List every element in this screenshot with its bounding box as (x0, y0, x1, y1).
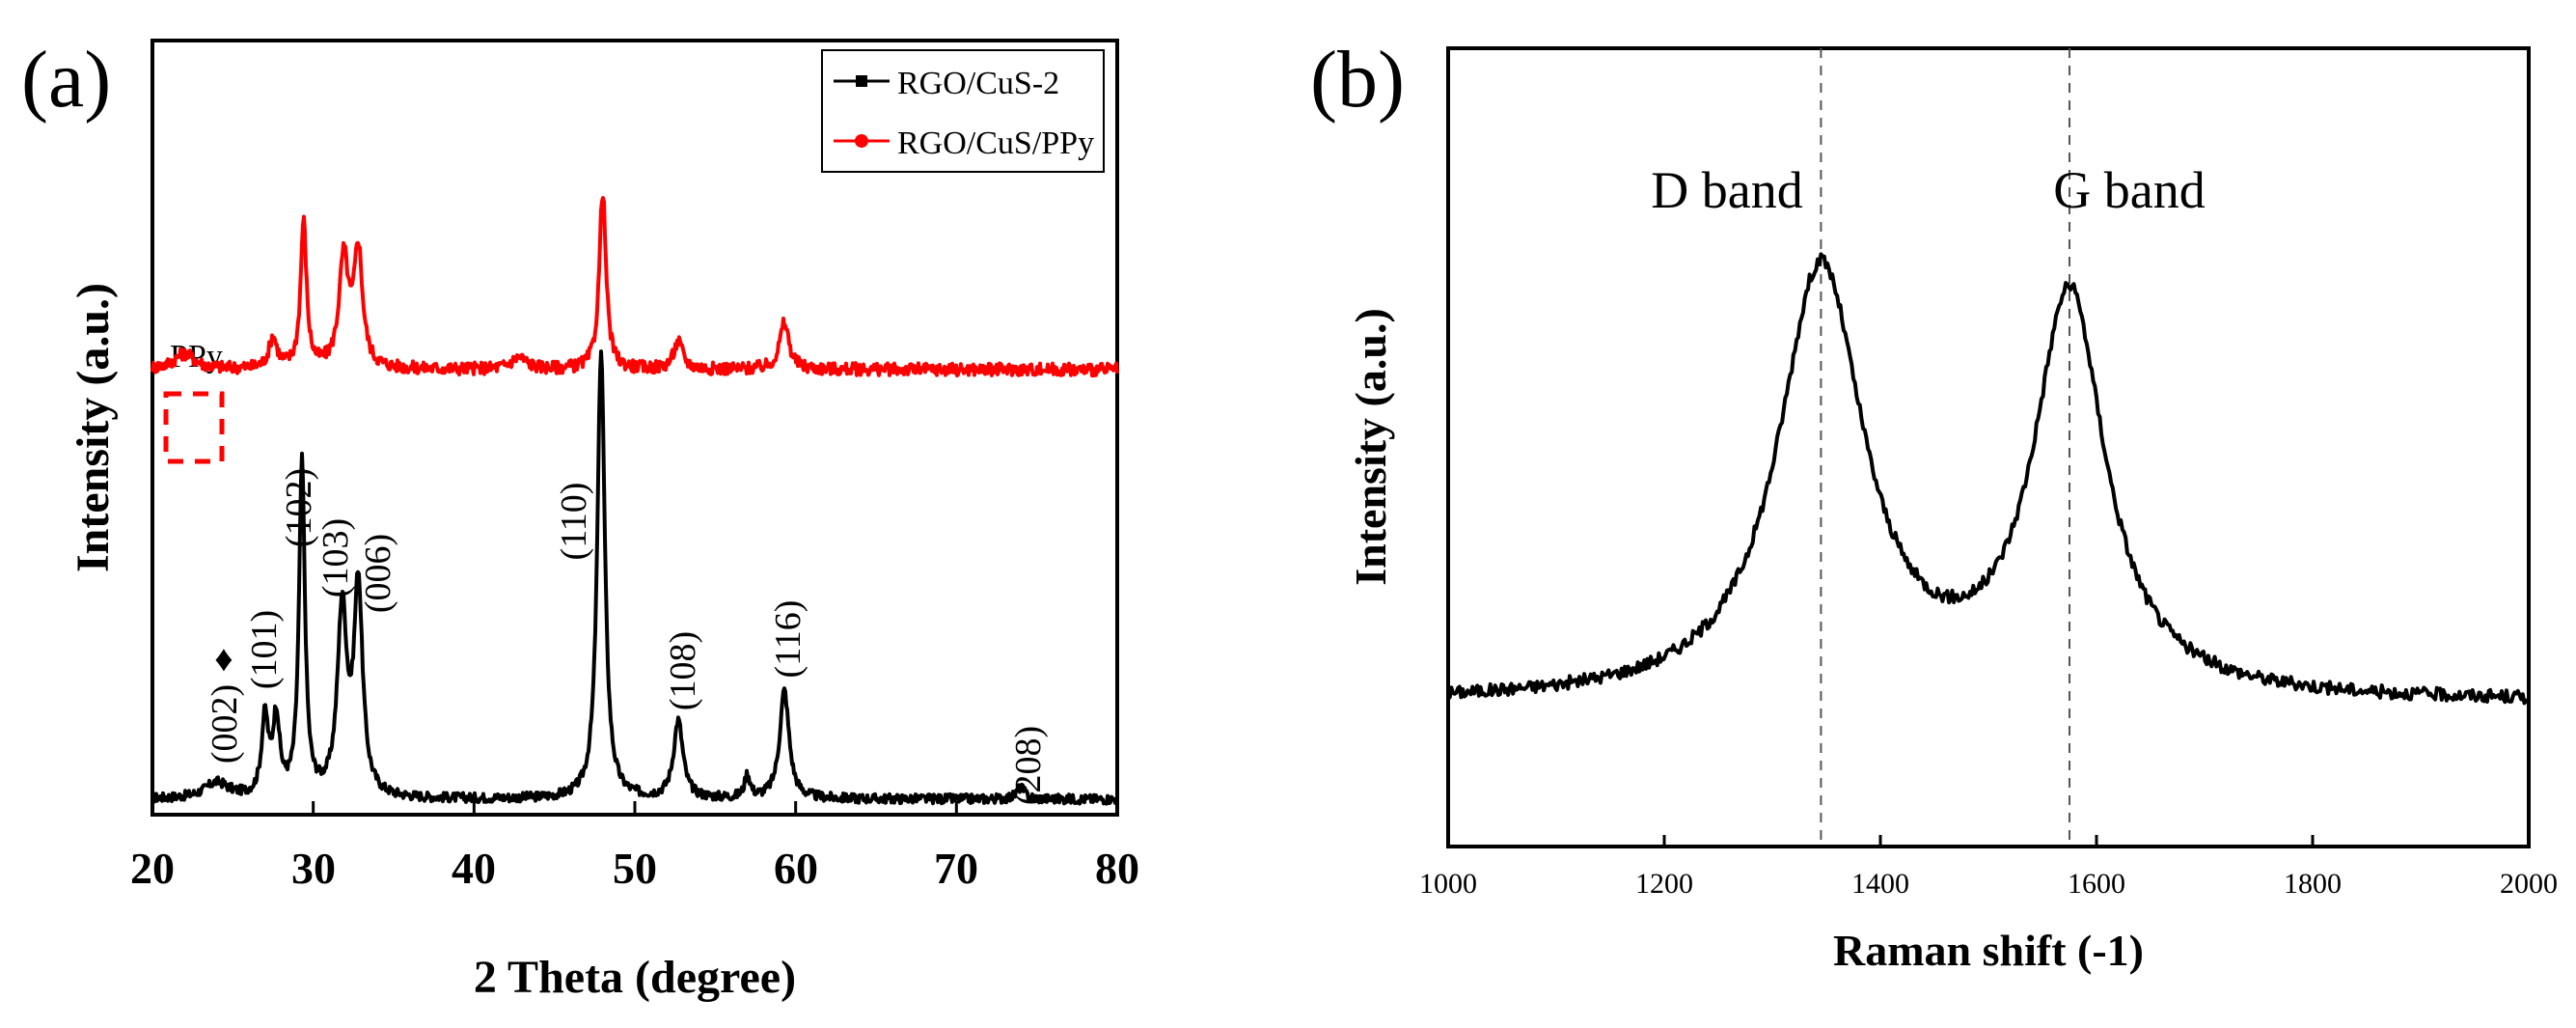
panel-a-x-axis-label: 2 Theta (degree) (474, 952, 796, 1003)
panel-a-y-axis-label: Intensity (a.u.) (68, 283, 119, 572)
series-raman (1446, 252, 2530, 706)
panel-b-tick-label-1800: 1800 (2284, 868, 2342, 900)
peak-label-103: (103) (315, 518, 356, 597)
series-rgo-cus-ppy (151, 196, 1119, 378)
panel-b-tick-label-1000: 1000 (1419, 868, 1477, 900)
g-band-label: G band (2053, 161, 2205, 219)
panel-b: (b) 1000 1200 1400 1600 1800 2000 Raman … (1310, 35, 2558, 975)
panel-a-tick-label-80: 80 (1095, 844, 1139, 893)
panel-a-tick-label-20: 20 (130, 844, 175, 893)
peak-label-116: (116) (768, 600, 808, 679)
series-rgo-cus-2 (151, 349, 1119, 806)
legend-label-rgo-cus-2: RGO/CuS-2 (897, 66, 1059, 101)
d-band-label: D band (1651, 161, 1802, 219)
peak-label-102: (102) (279, 468, 319, 547)
peak-label-101: (101) (244, 610, 285, 689)
panel-a-x-ticks (151, 801, 1119, 815)
panel-b-label: (b) (1310, 35, 1405, 125)
panel-b-y-axis-label: Intensity (a.u.) (1346, 308, 1395, 586)
legend-marker-rgo-cus-ppy (855, 134, 868, 148)
panel-b-tick-label-1600: 1600 (2068, 868, 2125, 900)
diamond-marker: ♦ (214, 639, 233, 680)
panel-b-tick-label-1400: 1400 (1851, 868, 1909, 900)
panel-a-tick-label-60: 60 (774, 844, 818, 893)
peak-label-002: (002) (205, 684, 245, 764)
peak-label-006: (006) (358, 534, 398, 613)
panel-a-tick-label-40: 40 (452, 844, 496, 893)
ppy-dashed-box (163, 391, 225, 464)
peak-label-110: (110) (554, 483, 594, 561)
peak-label-108: (108) (663, 631, 703, 710)
panel-a-tick-label-50: 50 (613, 844, 657, 893)
panel-b-x-axis-label: Raman shift (-1) (1833, 926, 2144, 975)
legend-label-rgo-cus-ppy: RGO/CuS/PPy (897, 125, 1094, 161)
panel-a-tick-label-70: 70 (934, 844, 978, 893)
panel-a-label: (a) (21, 35, 111, 125)
panel-b-tick-label-1200: 1200 (1635, 868, 1693, 900)
panel-a-legend: RGO/CuS-2 RGO/CuS/PPy (821, 49, 1105, 173)
panel-b-tick-label-2000: 2000 (2500, 868, 2558, 900)
panel-a-tick-label-30: 30 (291, 844, 336, 893)
legend-box (821, 49, 1105, 173)
panel-b-x-ticks (1446, 835, 2531, 847)
legend-marker-rgo-cus-2 (856, 75, 867, 87)
peak-label-208: (208) (1008, 726, 1049, 805)
panel-a: (a) 20 30 40 50 60 70 80 2 Theta (degree… (21, 35, 1139, 1003)
panel-b-plot-frame (1446, 46, 2531, 848)
